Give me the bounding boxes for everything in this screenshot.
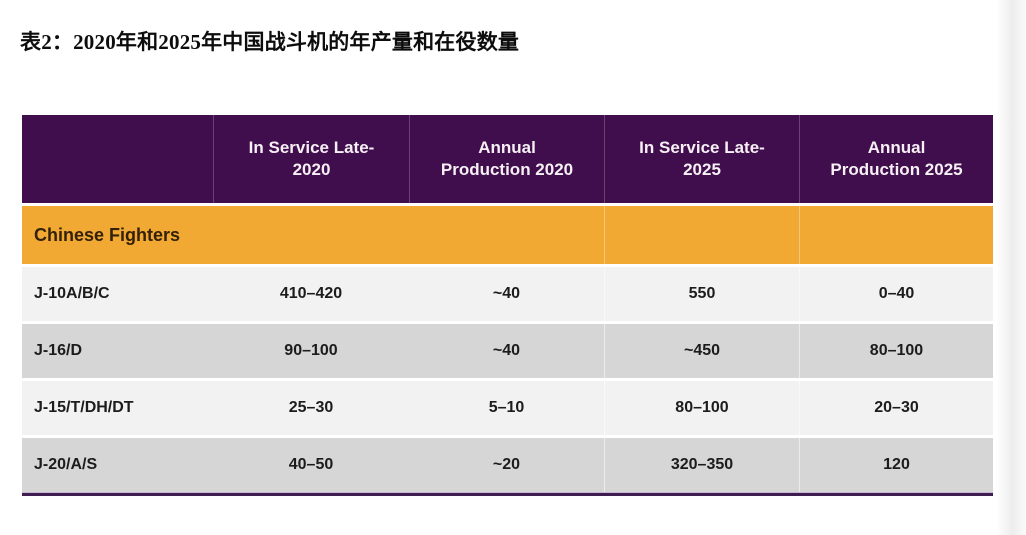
- row-label: J-10A/B/C: [34, 285, 110, 302]
- cell-value: 550: [604, 267, 799, 321]
- header-label: 2025: [683, 160, 721, 179]
- header-cell-empty: [22, 115, 213, 203]
- cell-value: ~20: [492, 456, 521, 473]
- page-edge-shadow: [996, 0, 1026, 535]
- cell-value: 80–100: [604, 381, 799, 435]
- cell-value: 120: [799, 438, 993, 492]
- cell-value: 25–30: [288, 399, 334, 416]
- cell-value: 5–10: [488, 399, 525, 416]
- group-cell: [409, 206, 604, 264]
- cell-value: 410–420: [279, 285, 343, 302]
- header-cell-in-service-2020: In Service Late- 2020: [213, 115, 409, 203]
- header-cell-annual-production-2025: Annual Production 2025: [799, 115, 993, 203]
- table-row: J-10A/B/C 410–420 ~40 550 0–40: [22, 267, 993, 321]
- group-label: Chinese Fighters: [34, 224, 181, 245]
- group-row-chinese-fighters: Chinese Fighters: [22, 206, 993, 264]
- cell-value: 90–100: [284, 342, 338, 359]
- header-cell-in-service-2025: In Service Late- 2025: [604, 115, 799, 203]
- cell-value: 80–100: [799, 324, 993, 378]
- table-bottom-rule: [22, 492, 993, 496]
- row-label: J-16/D: [34, 342, 83, 359]
- cell-value: 0–40: [799, 267, 993, 321]
- cell-value: 40–50: [288, 456, 334, 473]
- group-cell: [604, 206, 799, 264]
- table-row: J-15/T/DH/DT 25–30 5–10 80–100 20–30: [22, 381, 993, 435]
- group-cell: [799, 206, 993, 264]
- header-cell-annual-production-2020: Annual Production 2020: [409, 115, 604, 203]
- table-header-row: In Service Late- 2020 Annual Production …: [22, 115, 993, 203]
- row-label: J-20/A/S: [34, 456, 98, 473]
- cell-value: ~40: [492, 342, 521, 359]
- fighters-table: In Service Late- 2020 Annual Production …: [22, 115, 993, 496]
- header-label: Annual: [478, 137, 536, 157]
- page-title: 表2：2020年和2025年中国战斗机的年产量和在役数量: [20, 30, 520, 54]
- table-row: J-20/A/S 40–50 ~20 320–350 120: [22, 438, 993, 492]
- group-cell: [213, 206, 409, 264]
- cell-value: 320–350: [604, 438, 799, 492]
- header-label: In Service Late-: [639, 137, 765, 157]
- header-label: In Service Late-: [248, 137, 375, 157]
- cell-value: ~40: [492, 285, 521, 302]
- table-row: J-16/D 90–100 ~40 ~450 80–100: [22, 324, 993, 378]
- row-label: J-15/T/DH/DT: [34, 399, 134, 416]
- header-label: Production 2025: [830, 160, 963, 179]
- header-label: 2020: [292, 160, 331, 179]
- header-label: Production 2020: [440, 160, 574, 179]
- cell-value: ~450: [604, 324, 799, 378]
- header-label: Annual: [867, 137, 926, 157]
- cell-value: 20–30: [799, 381, 993, 435]
